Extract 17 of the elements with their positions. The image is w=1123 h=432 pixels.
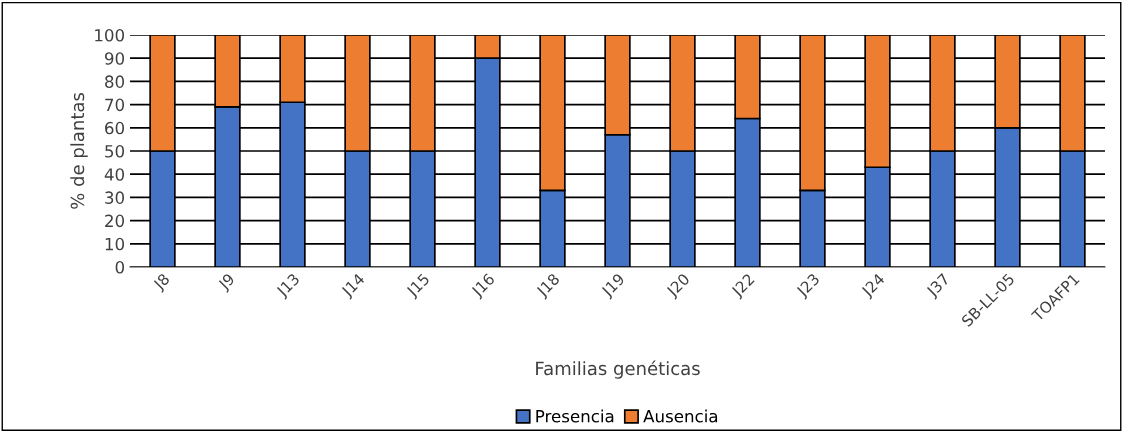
x-tick-label: J9 <box>217 272 238 293</box>
y-tick-label: 60 <box>105 121 125 135</box>
x-tick-label: J8 <box>152 272 173 293</box>
y-tick-label: 0 <box>115 260 125 274</box>
y-tick-label: 50 <box>105 144 125 158</box>
y-tick-label: 30 <box>105 191 125 204</box>
y-tick-label: 80 <box>105 75 125 88</box>
legend-label: Presencia <box>536 409 614 423</box>
y-tick-label: 20 <box>105 214 125 228</box>
x-axis-title: Familias genéticas <box>536 360 700 379</box>
y-tick-label: 100 <box>95 28 125 42</box>
y-tick-label: 70 <box>105 98 125 112</box>
y-axis-title: % de plantas <box>70 93 88 209</box>
legend-label: Ausencia <box>643 409 718 423</box>
y-tick-label: 10 <box>105 237 125 251</box>
y-tick-label: 90 <box>104 52 125 65</box>
y-tick-label: 40 <box>104 168 125 181</box>
